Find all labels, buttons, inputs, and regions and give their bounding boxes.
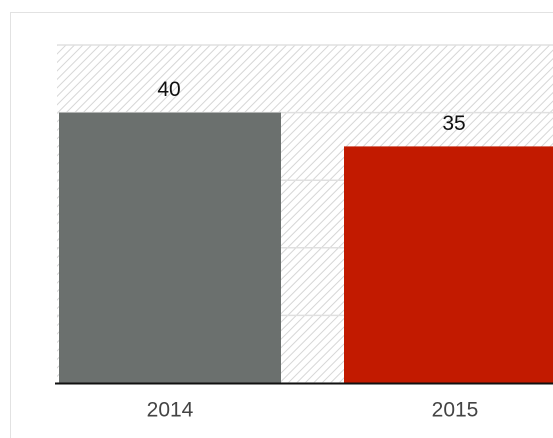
bar (59, 112, 281, 383)
x-tick-label: 2014 (147, 399, 194, 422)
bar (344, 146, 553, 383)
x-tick-label: 2015 (432, 399, 479, 422)
value-label: 40 (157, 78, 180, 101)
value-label: 35 (442, 112, 465, 135)
